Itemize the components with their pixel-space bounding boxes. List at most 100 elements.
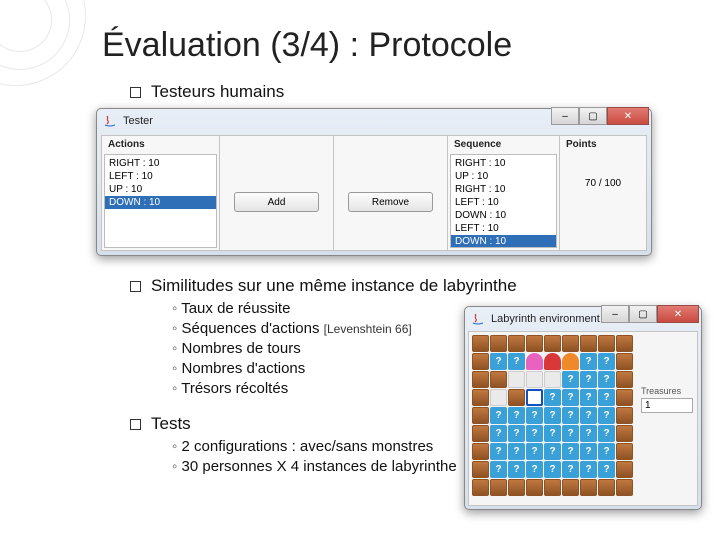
list-item[interactable]: LEFT : 10	[451, 196, 556, 209]
tester-title: Tester	[123, 115, 153, 127]
grid-cell	[562, 353, 579, 370]
grid-cell: ?	[526, 443, 543, 460]
sub-item: Nombres d'actions	[172, 360, 412, 377]
actions-panel: Actions RIGHT : 10 LEFT : 10 UP : 10 DOW…	[102, 136, 220, 250]
grid-cell: ?	[598, 461, 615, 478]
maximize-button[interactable]: ▢	[629, 305, 657, 323]
grid-cell	[490, 389, 507, 406]
maximize-button[interactable]: ▢	[579, 107, 607, 125]
grid-cell	[508, 479, 525, 496]
grid-cell	[616, 371, 633, 388]
points-value: 70 / 100	[560, 178, 646, 189]
actions-header: Actions	[102, 136, 219, 154]
sequence-panel: Sequence RIGHT : 10 UP : 10 RIGHT : 10 L…	[448, 136, 560, 250]
list-item[interactable]: DOWN : 10	[451, 209, 556, 222]
grid-cell	[508, 389, 525, 406]
grid-cell: ?	[490, 353, 507, 370]
list-item[interactable]: UP : 10	[105, 183, 216, 196]
grid-cell: ?	[580, 443, 597, 460]
close-button[interactable]: ✕	[607, 107, 649, 125]
grid-cell: ?	[580, 425, 597, 442]
similitudes-list: Taux de réussite Séquences d'actions [Le…	[172, 300, 412, 400]
grid-cell	[562, 479, 579, 496]
grid-cell: ?	[508, 443, 525, 460]
bullet-testeurs: Testeurs humains	[130, 82, 284, 102]
tester-window: Tester – ▢ ✕ Actions RIGHT : 10 LEFT : 1…	[96, 108, 652, 256]
grid-cell	[490, 335, 507, 352]
list-item[interactable]: LEFT : 10	[451, 222, 556, 235]
list-item[interactable]: RIGHT : 10	[451, 183, 556, 196]
minimize-button[interactable]: –	[551, 107, 579, 125]
grid-cell: ?	[544, 443, 561, 460]
grid-cell: ?	[598, 425, 615, 442]
labyrinth-window: Labyrinth environment – ▢ ✕ ????????????…	[464, 306, 702, 510]
grid-cell	[472, 479, 489, 496]
grid-cell	[526, 479, 543, 496]
grid-cell: ?	[544, 461, 561, 478]
bullet-similitudes: Similitudes sur une même instance de lab…	[130, 276, 517, 296]
grid-cell	[472, 335, 489, 352]
checkbox-icon	[130, 87, 141, 98]
minimize-button[interactable]: –	[601, 305, 629, 323]
grid-cell	[616, 353, 633, 370]
checkbox-icon	[130, 419, 141, 430]
add-button[interactable]: Add	[234, 192, 319, 212]
grid-cell: ?	[562, 443, 579, 460]
grid-cell	[526, 353, 543, 370]
grid-cell: ?	[490, 443, 507, 460]
grid-cell: ?	[526, 407, 543, 424]
grid-cell: ?	[598, 353, 615, 370]
remove-button[interactable]: Remove	[348, 192, 433, 212]
labyrinth-grid: ???????????????????????????????????????	[472, 335, 634, 496]
tester-titlebar: Tester – ▢ ✕	[97, 109, 651, 133]
grid-cell: ?	[598, 371, 615, 388]
grid-cell: ?	[580, 389, 597, 406]
grid-cell: ?	[580, 461, 597, 478]
sub-item: Trésors récoltés	[172, 380, 412, 397]
treasures-label: Treasures	[641, 386, 693, 396]
grid-cell	[616, 335, 633, 352]
sub-item: Taux de réussite	[172, 300, 412, 317]
tests-list: 2 configurations : avec/sans monstres 30…	[172, 438, 457, 478]
grid-cell: ?	[598, 443, 615, 460]
grid-cell: ?	[490, 425, 507, 442]
list-item[interactable]: RIGHT : 10	[451, 157, 556, 170]
list-item[interactable]: LEFT : 10	[105, 170, 216, 183]
sequence-list[interactable]: RIGHT : 10 UP : 10 RIGHT : 10 LEFT : 10 …	[450, 154, 557, 248]
list-item-selected[interactable]: DOWN : 10	[105, 196, 216, 209]
list-item[interactable]: RIGHT : 10	[105, 157, 216, 170]
checkbox-icon	[130, 281, 141, 292]
grid-cell: ?	[562, 461, 579, 478]
grid-cell: ?	[598, 407, 615, 424]
list-item[interactable]: UP : 10	[451, 170, 556, 183]
bullet-text: Testeurs humains	[151, 82, 284, 102]
grid-cell	[544, 335, 561, 352]
grid-cell	[598, 479, 615, 496]
java-icon	[471, 312, 485, 326]
labyrinth-grid-container: ???????????????????????????????????????	[469, 332, 637, 505]
points-header: Points	[560, 136, 646, 154]
close-button[interactable]: ✕	[657, 305, 699, 323]
slide-title: Évaluation (3/4) : Protocole	[102, 26, 512, 65]
grid-cell	[616, 443, 633, 460]
grid-cell: ?	[544, 425, 561, 442]
grid-cell	[616, 479, 633, 496]
grid-cell	[472, 389, 489, 406]
actions-list[interactable]: RIGHT : 10 LEFT : 10 UP : 10 DOWN : 10	[104, 154, 217, 248]
bullet-tests: Tests	[130, 414, 191, 434]
grid-cell: ?	[544, 389, 561, 406]
sub-item: 2 configurations : avec/sans monstres	[172, 438, 457, 455]
remove-panel: Remove	[334, 136, 448, 250]
list-item-selected[interactable]: DOWN : 10	[451, 235, 556, 248]
grid-cell: ?	[580, 407, 597, 424]
grid-cell: ?	[562, 425, 579, 442]
treasures-value: 1	[641, 398, 693, 413]
grid-cell: ?	[526, 425, 543, 442]
grid-cell: ?	[508, 407, 525, 424]
grid-cell	[598, 335, 615, 352]
grid-cell	[472, 353, 489, 370]
grid-cell: ?	[580, 353, 597, 370]
sub-item: Nombres de tours	[172, 340, 412, 357]
grid-cell: ?	[526, 461, 543, 478]
bullet-text: Tests	[151, 414, 191, 434]
